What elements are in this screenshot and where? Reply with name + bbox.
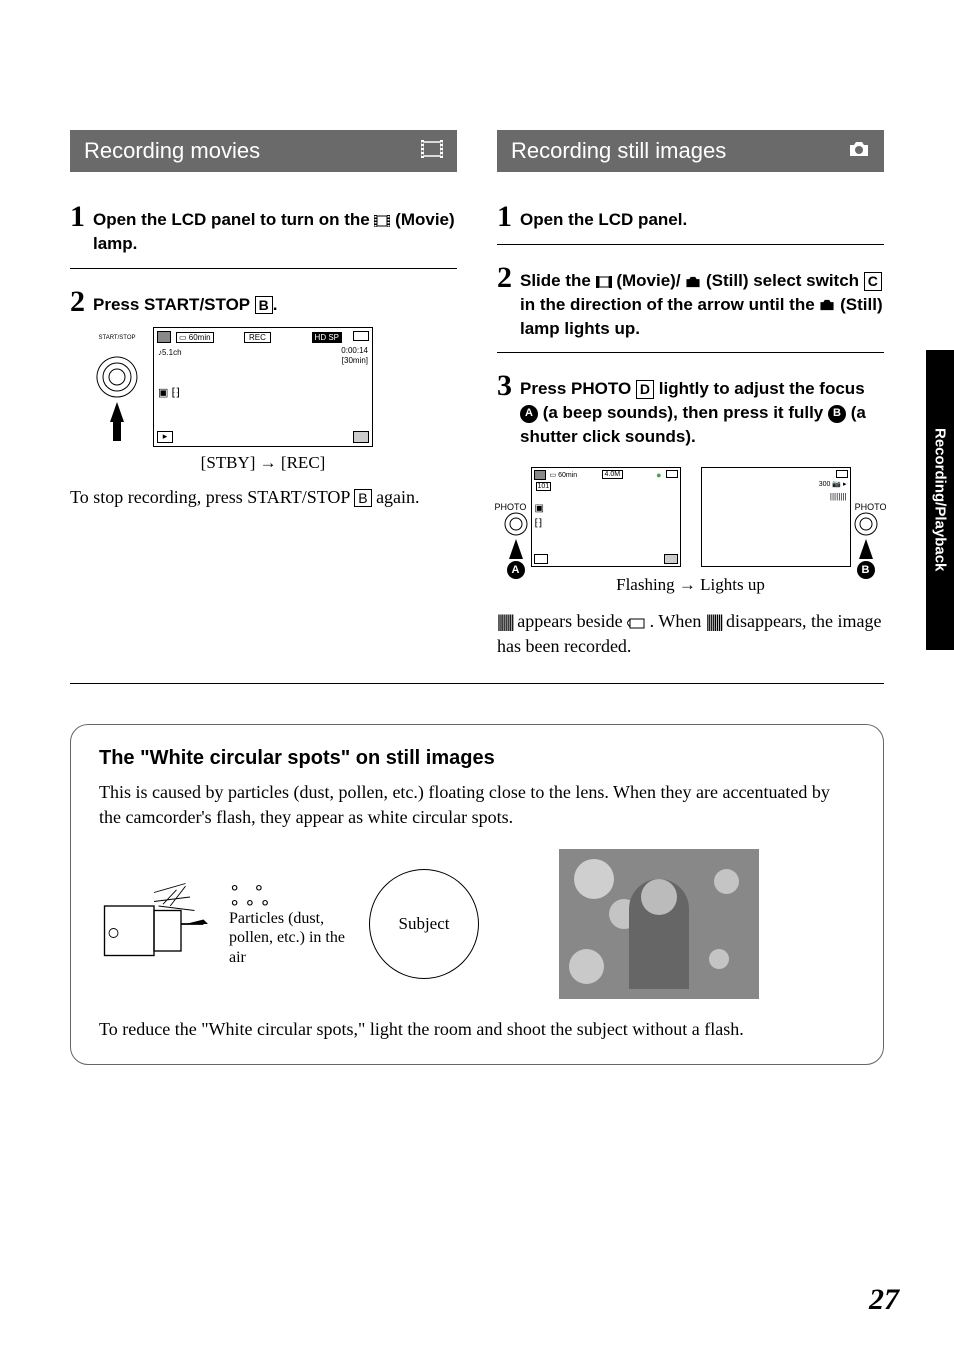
text-part: lightly to adjust the focus bbox=[654, 379, 865, 398]
info-body2: To reduce the "White circular spots," li… bbox=[99, 1017, 855, 1042]
count-text: 300 bbox=[819, 481, 831, 488]
remain-text: [30min] bbox=[342, 356, 368, 365]
circled-letter: A bbox=[520, 405, 538, 423]
info-body1: This is caused by particles (dust, polle… bbox=[99, 780, 855, 830]
flash-caption: Flashing → Lights up bbox=[497, 575, 884, 595]
left-step2: 2 Press START/STOP B. bbox=[70, 287, 457, 317]
circled-letter: A bbox=[507, 561, 525, 579]
battery-text: 60min bbox=[189, 333, 211, 342]
step-text: Slide the (Movie)/ (Still) select switch… bbox=[520, 263, 884, 340]
banner-movies: Recording movies bbox=[70, 130, 457, 172]
banner-movies-title: Recording movies bbox=[84, 138, 260, 164]
folder-text: 101 bbox=[536, 482, 552, 491]
subject-circle: Subject bbox=[369, 869, 479, 979]
start-stop-dial-icon: START/STOP bbox=[90, 327, 145, 447]
stby-caption: [STBY] → [REC] bbox=[153, 453, 373, 473]
divider bbox=[497, 244, 884, 245]
ch-text: 5.1ch bbox=[162, 348, 182, 357]
right-step2: 2 Slide the (Movie)/ (Still) select swit… bbox=[497, 263, 884, 340]
boxed-letter: B bbox=[354, 489, 371, 508]
sample-photo bbox=[559, 849, 759, 999]
svg-text:START/STOP: START/STOP bbox=[98, 335, 135, 341]
text-part: again. bbox=[376, 487, 419, 507]
side-tab: Recording/Playback bbox=[926, 350, 954, 650]
text-part: appears beside bbox=[517, 611, 627, 631]
banner-still-title: Recording still images bbox=[511, 138, 726, 164]
text-part: Press PHOTO bbox=[520, 379, 636, 398]
left-step1: 1 Open the LCD panel to turn on the (Mov… bbox=[70, 202, 457, 256]
info-diagram: ∘ ∘∘∘∘ Particles (dust, pollen, etc.) in… bbox=[99, 849, 855, 999]
text-part: . When bbox=[650, 611, 706, 631]
right-step1: 1 Open the LCD panel. bbox=[497, 202, 884, 232]
step-text: Press PHOTO D lightly to adjust the focu… bbox=[520, 371, 884, 448]
hd-text: HD SP bbox=[312, 332, 342, 343]
battery-text: 60min bbox=[558, 472, 577, 479]
particles-block: ∘ ∘∘∘∘ Particles (dust, pollen, etc.) in… bbox=[229, 880, 349, 966]
boxed-letter: B bbox=[255, 296, 273, 315]
step-number: 1 bbox=[70, 202, 85, 232]
right-step3: 3 Press PHOTO D lightly to adjust the fo… bbox=[497, 371, 884, 448]
step-number: 1 bbox=[497, 202, 512, 232]
boxed-letter: C bbox=[864, 272, 882, 291]
text-part: in the direction of the arrow until the bbox=[520, 295, 819, 314]
info-title: The "White circular spots" on still imag… bbox=[99, 747, 855, 770]
lcd-screen-b: 300 📷 ▸ |||||||| bbox=[701, 467, 851, 567]
step-number: 2 bbox=[497, 263, 512, 293]
film-icon bbox=[421, 140, 443, 163]
lcd-screen: ▭ 60min REC HD SP 0:00:14 [30min] ♪5.1ch… bbox=[153, 327, 373, 447]
time-text: 0:00:14 bbox=[341, 346, 368, 355]
info-box: The "White circular spots" on still imag… bbox=[70, 724, 884, 1065]
step-number: 2 bbox=[70, 287, 85, 317]
page-number: 27 bbox=[869, 1283, 899, 1317]
boxed-letter: D bbox=[636, 380, 654, 399]
particles-label: Particles (dust, pollen, etc.) in the ai… bbox=[229, 909, 349, 967]
text-part: . bbox=[273, 295, 278, 314]
camera-icon bbox=[848, 141, 870, 162]
right-body: |||||||| appears beside . When |||||||| … bbox=[497, 609, 884, 659]
rec-text: REC bbox=[244, 332, 271, 343]
lcd-screen-a: ▭ 60min 4.0M ● 101 ▣ ⁅⁆ bbox=[531, 467, 681, 567]
text-part: To stop recording, press START/STOP bbox=[70, 487, 354, 507]
right-diagram: PHOTO A ▭ 60min 4.0M ● 101 ▣ ⁅⁆ bbox=[497, 467, 884, 567]
circled-letter: B bbox=[828, 405, 846, 423]
left-column: Recording movies 1 Open the LCD panel to… bbox=[70, 130, 457, 659]
banner-still: Recording still images bbox=[497, 130, 884, 172]
text-part: (a beep sounds), then press it fully bbox=[538, 403, 828, 422]
main-columns: Recording movies 1 Open the LCD panel to… bbox=[70, 130, 884, 659]
right-column: Recording still images 1 Open the LCD pa… bbox=[497, 130, 884, 659]
step-text: Press START/STOP B. bbox=[93, 287, 277, 317]
left-body: To stop recording, press START/STOP B ag… bbox=[70, 485, 457, 510]
text-part: Open the LCD panel to turn on the bbox=[93, 210, 374, 229]
camcorder-icon bbox=[99, 879, 209, 969]
text-part: (Still) select switch bbox=[706, 271, 864, 290]
step-text: Open the LCD panel. bbox=[520, 202, 687, 232]
divider bbox=[497, 352, 884, 353]
step-text: Open the LCD panel to turn on the (Movie… bbox=[93, 202, 457, 256]
divider bbox=[70, 683, 884, 684]
left-diagram: START/STOP ▭ 60min REC HD SP 0:00:14 [30… bbox=[90, 327, 457, 473]
circled-letter: B bbox=[857, 561, 875, 579]
text-part: Press START/STOP bbox=[93, 295, 255, 314]
text-part: (Movie)/ bbox=[616, 271, 680, 290]
step-number: 3 bbox=[497, 371, 512, 401]
text-part: Slide the bbox=[520, 271, 596, 290]
divider bbox=[70, 268, 457, 269]
